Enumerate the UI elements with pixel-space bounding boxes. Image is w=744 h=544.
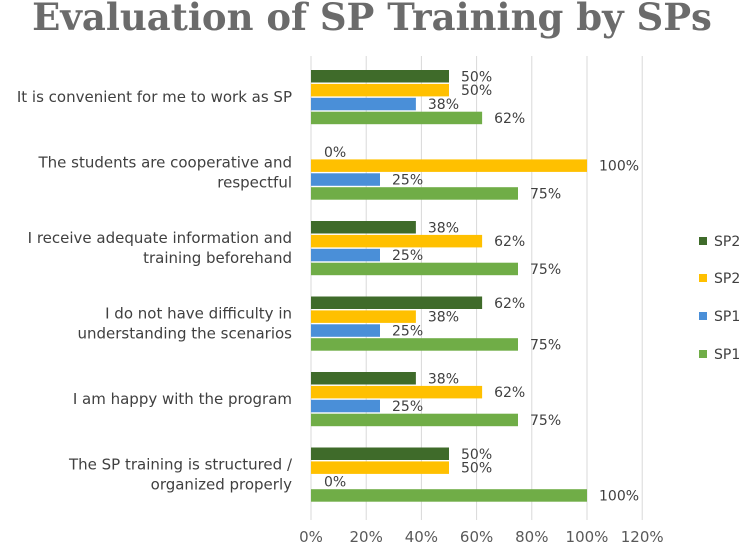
data-label: 38% <box>428 310 459 326</box>
bar-sp1-2-3 <box>311 324 380 337</box>
data-label: 38% <box>428 220 459 236</box>
x-tick-label: 40% <box>405 528 438 544</box>
category-label: I do not have difficulty in <box>105 305 292 323</box>
bar-sp1-3-4 <box>311 413 518 427</box>
bar-sp2-1-5 <box>311 461 449 474</box>
data-label: 50% <box>461 69 492 85</box>
bar-sp1-3-5 <box>311 489 587 502</box>
legend-label: SP1 <box>714 309 740 325</box>
bar-sp1-2-2 <box>311 248 380 262</box>
x-tick-label: 20% <box>350 528 383 544</box>
category-label: The SP training is structured / <box>68 456 293 474</box>
bar-sp2-1-2 <box>311 234 483 248</box>
data-label: 62% <box>494 385 525 401</box>
legend-label: SP2 <box>714 271 740 287</box>
data-label: 50% <box>461 83 492 99</box>
bar-sp1-3-3 <box>311 338 518 351</box>
data-label: 75% <box>530 186 561 202</box>
data-label: 75% <box>530 337 561 353</box>
legend: SP2 SP2 SP1 SP1 <box>699 234 740 363</box>
bar-sp2-0-3 <box>311 296 483 309</box>
legend-swatch <box>699 237 707 245</box>
data-labels: 50%50%38%62%0%100%25%75%38%62%25%75%62%3… <box>324 69 639 504</box>
category-label: organized properly <box>151 476 292 494</box>
data-label: 38% <box>428 371 459 387</box>
category-label: I receive adequate information and <box>28 229 292 247</box>
chart-title: Evaluation of SP Training by SPs <box>32 0 712 39</box>
data-label: 25% <box>392 324 423 340</box>
gridlines <box>310 56 643 520</box>
bars <box>311 70 587 502</box>
data-label: 25% <box>392 399 423 415</box>
data-label: 75% <box>530 413 561 429</box>
legend-label: SP2 <box>714 234 740 250</box>
bar-sp2-1-0 <box>311 83 449 97</box>
data-label: 25% <box>392 173 423 189</box>
data-label: 100% <box>599 159 639 175</box>
data-label: 38% <box>428 97 459 113</box>
legend-swatch <box>699 274 707 282</box>
bar-sp2-1-4 <box>311 385 483 399</box>
data-label: 50% <box>461 461 492 477</box>
category-label: training beforehand <box>143 249 292 267</box>
data-label: 50% <box>461 447 492 463</box>
bar-sp2-0-0 <box>311 70 449 83</box>
category-label: respectful <box>217 174 292 192</box>
legend-label: SP1 <box>714 347 740 363</box>
bar-sp1-2-0 <box>311 97 416 111</box>
data-label: 62% <box>494 234 525 250</box>
bar-sp2-1-1 <box>311 159 587 172</box>
x-tick-label: 60% <box>460 528 493 544</box>
x-tick-label: 120% <box>621 528 664 544</box>
data-label: 75% <box>530 262 561 278</box>
category-label: It is convenient for me to work as SP <box>17 88 292 106</box>
data-label: 62% <box>494 296 525 312</box>
data-label: 100% <box>599 488 639 504</box>
bar-sp1-2-4 <box>311 399 380 413</box>
legend-swatch <box>699 350 707 358</box>
category-label: I am happy with the program <box>73 390 292 408</box>
x-tick-label: 80% <box>515 528 548 544</box>
category-label: The students are cooperative and <box>38 154 292 172</box>
data-label: 62% <box>494 111 525 127</box>
bar-sp2-0-4 <box>311 372 416 385</box>
bar-sp1-3-2 <box>311 262 518 276</box>
bar-sp1-3-0 <box>311 111 483 125</box>
category-labels: It is convenient for me to work as SP The… <box>17 88 293 494</box>
data-label: 0% <box>324 145 346 161</box>
x-tick-label: 100% <box>566 528 609 544</box>
bar-sp2-1-3 <box>311 310 416 323</box>
x-tick-label: 0% <box>299 528 323 544</box>
data-label: 25% <box>392 248 423 264</box>
category-label: understanding the scenarios <box>77 325 292 343</box>
bar-sp1-3-1 <box>311 187 518 200</box>
bar-sp2-0-2 <box>311 221 416 234</box>
x-axis-ticks: 0% 20% 40% 60% 80% 100% 120% <box>299 528 664 544</box>
data-label: 0% <box>324 475 346 491</box>
bar-sp2-0-5 <box>311 447 449 460</box>
legend-swatch <box>699 312 707 320</box>
bar-sp1-2-1 <box>311 173 380 186</box>
